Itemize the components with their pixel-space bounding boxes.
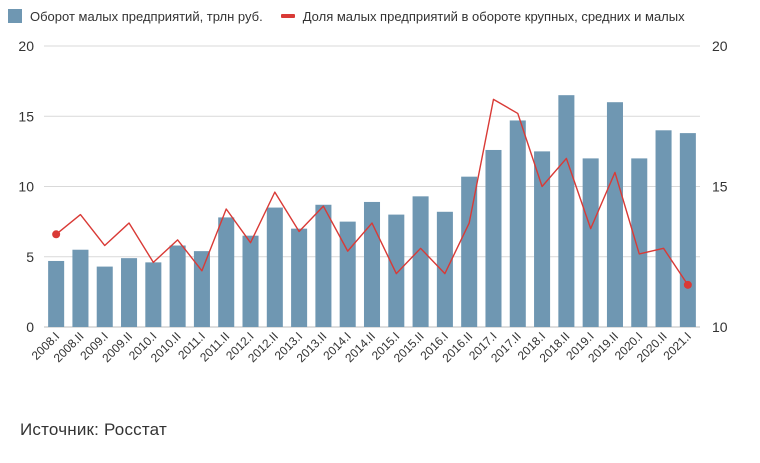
line-point — [52, 230, 61, 239]
y-right-tick-label: 15 — [712, 179, 728, 195]
y-right-tick-label: 10 — [712, 319, 728, 335]
bar — [266, 207, 283, 327]
legend-bar-swatch — [8, 9, 22, 23]
bar — [534, 151, 551, 327]
bar — [558, 95, 575, 327]
bar — [315, 204, 332, 327]
bar — [461, 176, 478, 327]
y-left-tick-label: 5 — [26, 249, 34, 265]
bar — [436, 211, 453, 327]
bar — [291, 228, 308, 327]
bar — [509, 120, 526, 327]
y-right-tick-label: 20 — [712, 38, 728, 54]
share-line — [55, 98, 689, 286]
combo-chart: 051015201015202008.I2008.II2009.I2009.II… — [18, 38, 728, 365]
bar — [121, 258, 138, 327]
bar — [218, 217, 235, 327]
legend-item-turnover: Оборот малых предприятий, трлн руб. — [8, 9, 263, 24]
bar — [242, 235, 259, 327]
bar — [485, 149, 502, 327]
bar — [72, 249, 89, 327]
bar — [388, 214, 405, 327]
bar — [145, 262, 162, 327]
line-point — [683, 280, 692, 289]
bar — [339, 221, 356, 327]
bar — [655, 130, 672, 327]
bar — [606, 102, 623, 327]
bar — [631, 158, 648, 327]
legend-line-swatch — [280, 14, 295, 18]
source-note: Источник: Росстат — [20, 420, 167, 439]
y-left-tick-label: 10 — [18, 179, 34, 195]
bar — [679, 133, 696, 327]
bar — [363, 201, 381, 327]
legend-label-share: Доля малых предприятий в обороте крупных… — [302, 8, 685, 24]
legend-item-share: Доля малых предприятий в обороте крупных… — [280, 8, 685, 24]
y-left-tick-label: 20 — [18, 38, 34, 54]
y-left-tick-label: 15 — [18, 108, 34, 124]
bar — [582, 158, 599, 327]
y-left-tick-label: 0 — [26, 319, 34, 335]
bar — [96, 266, 113, 327]
bar — [193, 251, 210, 327]
bar — [48, 260, 65, 327]
legend-label-turnover: Оборот малых предприятий, трлн руб. — [30, 8, 263, 24]
bar — [169, 245, 186, 327]
x-tick-label: 2021.I — [660, 329, 693, 362]
bar — [412, 196, 429, 327]
chart-legend: Оборот малых предприятий, трлн руб. Доля… — [8, 6, 703, 26]
